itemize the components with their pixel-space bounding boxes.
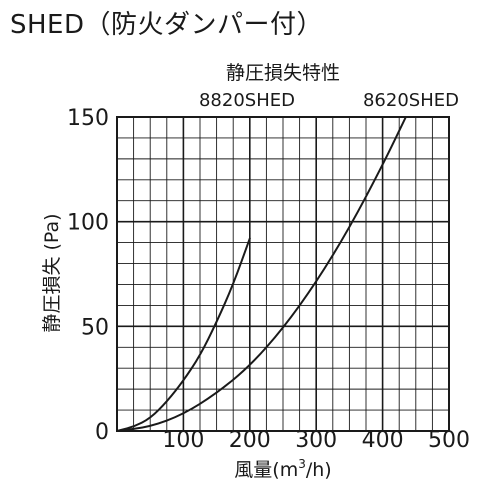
y-tick-label: 0 [95, 420, 109, 445]
chart-title: 静圧損失特性 [226, 62, 340, 84]
x-axis-label: 風量(m3/h) [234, 457, 331, 481]
page-title: SHED（防火ダンパー付） [10, 10, 324, 40]
y-tick-label: 100 [67, 211, 109, 236]
y-axis-label: 静圧損失 (Pa) [41, 213, 63, 332]
y-tick-labels: 0 50 100 150 [67, 106, 109, 445]
plot-border [116, 116, 450, 432]
legend-8820shed: 8820SHED [199, 90, 295, 111]
series-curves [116, 116, 407, 432]
grid [117, 117, 449, 431]
series-line-8820shed [116, 237, 251, 432]
x-tick-label: 300 [295, 428, 337, 453]
y-tick-label: 150 [67, 106, 109, 131]
y-tick-label: 50 [81, 315, 109, 340]
legend-8620shed: 8620SHED [363, 90, 459, 111]
x-tick-label: 100 [162, 428, 204, 453]
x-tick-label: 500 [428, 428, 470, 453]
x-tick-label: 400 [362, 428, 404, 453]
plot-frame [116, 116, 450, 432]
x-tick-labels: 100 200 300 400 500 [162, 428, 470, 453]
series-line-8620shed [116, 116, 407, 432]
x-tick-label: 200 [229, 428, 271, 453]
